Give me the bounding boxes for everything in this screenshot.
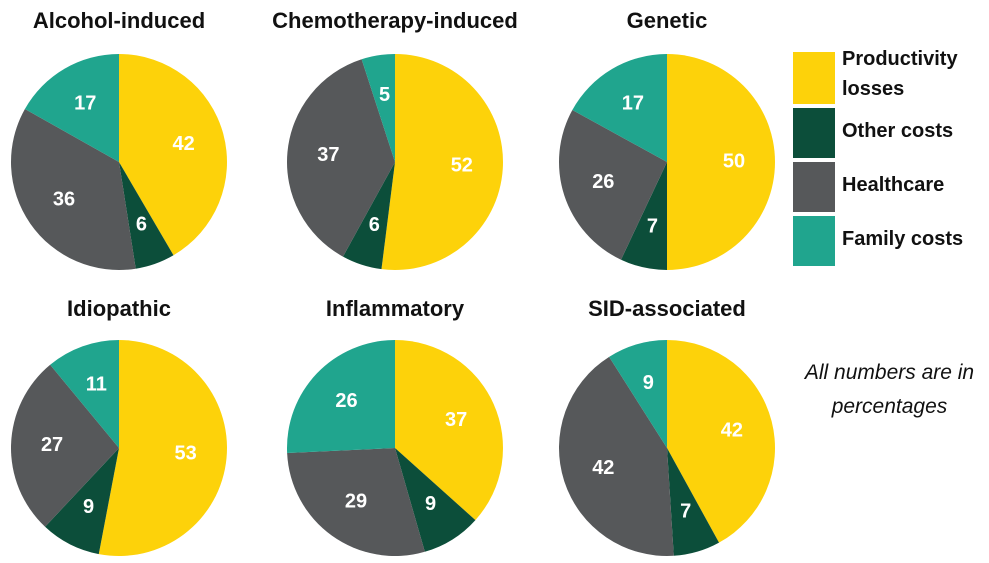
slice-label: 9 xyxy=(425,493,436,515)
slice-label: 9 xyxy=(643,372,654,394)
pie-slice xyxy=(361,54,395,162)
slice-label: 11 xyxy=(86,373,107,395)
pie-slice xyxy=(609,340,667,448)
slice-label: 26 xyxy=(335,390,357,412)
pie-title: Genetic xyxy=(627,8,708,33)
slice-label: 17 xyxy=(622,93,644,115)
slice-label: 6 xyxy=(136,213,147,235)
pie-title: Chemotherapy-induced xyxy=(272,8,518,33)
pie-title: Inflammatory xyxy=(326,296,465,321)
pie-title: Alcohol-induced xyxy=(33,8,205,33)
pie-slice xyxy=(572,54,667,162)
pie-title: SID-associated xyxy=(588,296,746,321)
slice-label: 37 xyxy=(317,144,339,166)
legend-swatch xyxy=(793,216,835,266)
slice-label: 9 xyxy=(83,496,94,518)
slice-label: 36 xyxy=(53,188,75,210)
slice-label: 42 xyxy=(721,420,743,442)
pie-slice xyxy=(667,448,720,556)
pie-title: Idiopathic xyxy=(67,296,171,321)
legend-label: Productivity losses xyxy=(842,48,958,100)
slice-label: 42 xyxy=(173,133,195,155)
legend-swatch xyxy=(793,108,835,158)
pie-slice xyxy=(287,340,395,454)
slice-label: 17 xyxy=(74,92,96,114)
slice-label: 27 xyxy=(41,434,63,456)
slice-label: 26 xyxy=(592,171,614,193)
slice-label: 52 xyxy=(451,154,473,176)
pie-slice xyxy=(98,340,227,556)
pie-slice xyxy=(45,448,120,555)
legend-label: Family costs xyxy=(842,228,964,250)
slice-label: 7 xyxy=(647,216,658,238)
slice-label: 6 xyxy=(369,214,380,236)
slice-label: 37 xyxy=(445,409,467,431)
slice-label: 29 xyxy=(345,491,367,513)
pie-slice xyxy=(50,340,119,448)
pie-slice xyxy=(621,162,667,270)
pie-slice xyxy=(287,59,395,257)
legend-label: Healthcare xyxy=(842,174,945,196)
legend-swatch xyxy=(793,52,835,104)
slice-label: 50 xyxy=(723,150,745,172)
pie-slice xyxy=(381,54,504,270)
slice-label: 7 xyxy=(680,501,691,523)
slice-label: 5 xyxy=(379,84,390,106)
slice-label: 42 xyxy=(592,457,614,479)
legend-label: Other costs xyxy=(842,120,954,142)
legend-swatch xyxy=(793,162,835,212)
pie-slice xyxy=(10,108,136,271)
slice-label: 53 xyxy=(175,443,197,465)
note: All numbers are in percentages xyxy=(804,361,975,418)
pie-slice xyxy=(24,54,119,162)
pie-slice xyxy=(667,54,775,270)
pie-slice xyxy=(119,54,227,256)
pie-slice xyxy=(559,109,667,260)
pie-slice xyxy=(559,356,674,556)
pie-slice xyxy=(667,340,776,543)
pie-slice xyxy=(10,364,119,527)
pie-slice xyxy=(287,448,425,556)
pie-slice xyxy=(119,162,174,269)
pie-slice xyxy=(395,340,504,521)
pie-slice xyxy=(395,448,476,552)
pie-slice xyxy=(342,162,395,270)
